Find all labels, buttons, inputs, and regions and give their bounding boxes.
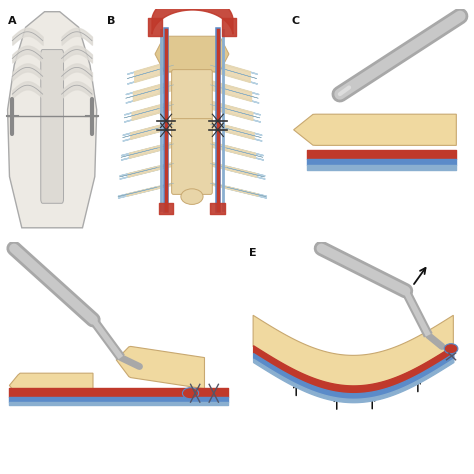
Polygon shape [116,346,204,389]
Text: D: D [12,248,21,258]
FancyBboxPatch shape [172,70,212,123]
Polygon shape [9,373,93,398]
Text: C: C [292,16,300,26]
Polygon shape [155,36,229,72]
Text: B: B [107,16,115,26]
Text: A: A [8,16,16,26]
Ellipse shape [444,344,458,354]
FancyBboxPatch shape [172,118,212,194]
Polygon shape [293,114,456,146]
Ellipse shape [182,388,199,399]
Text: E: E [248,248,256,258]
FancyBboxPatch shape [41,50,64,203]
Polygon shape [253,315,453,386]
Ellipse shape [181,189,203,204]
Polygon shape [8,12,97,228]
